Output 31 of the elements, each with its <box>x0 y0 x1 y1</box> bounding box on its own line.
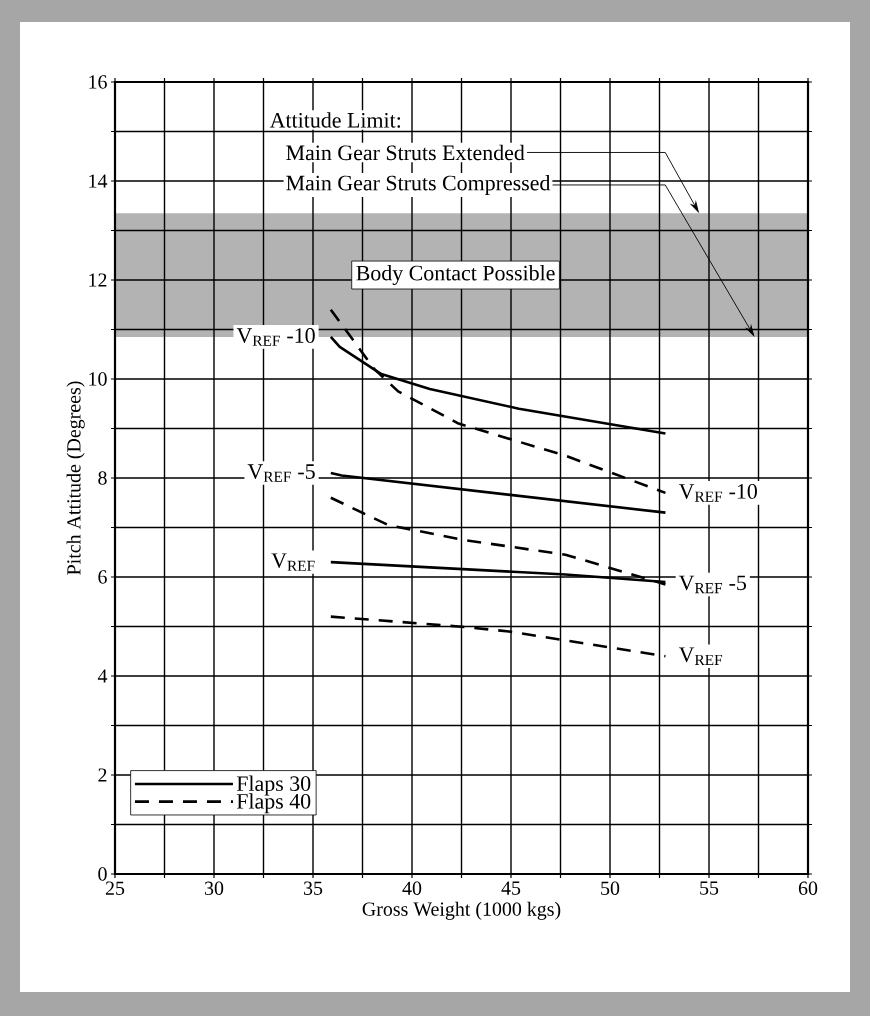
x-tick-label: 30 <box>204 881 224 895</box>
line-series <box>329 615 667 658</box>
x-tick-label: 40 <box>402 881 422 895</box>
annotation: Attitude Limit: <box>269 112 401 128</box>
y-tick-label: 4 <box>97 669 108 683</box>
y-tick-label: 2 <box>98 768 107 782</box>
y-tick-label: 14 <box>89 174 108 188</box>
x-tick-label: 25 <box>105 881 125 895</box>
y-tick-label: 12 <box>89 273 107 287</box>
band-label: Body Contact Possible <box>356 265 555 286</box>
annotation: V$_{REF}$ -10 <box>678 484 757 502</box>
annotation: V$_{REF}$ -5 <box>678 575 746 594</box>
y-tick-label: 16 <box>89 75 107 89</box>
y-tick-label: 10 <box>89 372 107 386</box>
x-tick-label: 35 <box>303 881 323 895</box>
line-series <box>329 308 667 495</box>
annotation: Main Gear Struts Compressed <box>286 175 551 195</box>
annotation: V$_{REF}$ -5 <box>247 464 315 482</box>
y-tick-label: 6 <box>98 570 107 584</box>
y-tick-label: 8 <box>98 471 107 485</box>
annotation: V$_{REF}$ <box>271 553 315 571</box>
y-tick-label: 0 <box>98 867 107 881</box>
x-tick-label: 50 <box>601 881 620 895</box>
annotation: V$_{REF}$ -10 <box>236 328 315 346</box>
x-tick-label: 60 <box>798 881 818 895</box>
annotation: V$_{REF}$ <box>678 647 723 665</box>
x-axis-title: Gross Weight (1000 kgs) <box>362 901 561 920</box>
annotation: Main Gear Struts Extended <box>286 144 525 161</box>
y-axis-title: Pitch Attitude (Degrees) <box>66 381 85 575</box>
x-tick-label: 45 <box>501 881 521 895</box>
x-tick-label: 55 <box>700 881 719 895</box>
